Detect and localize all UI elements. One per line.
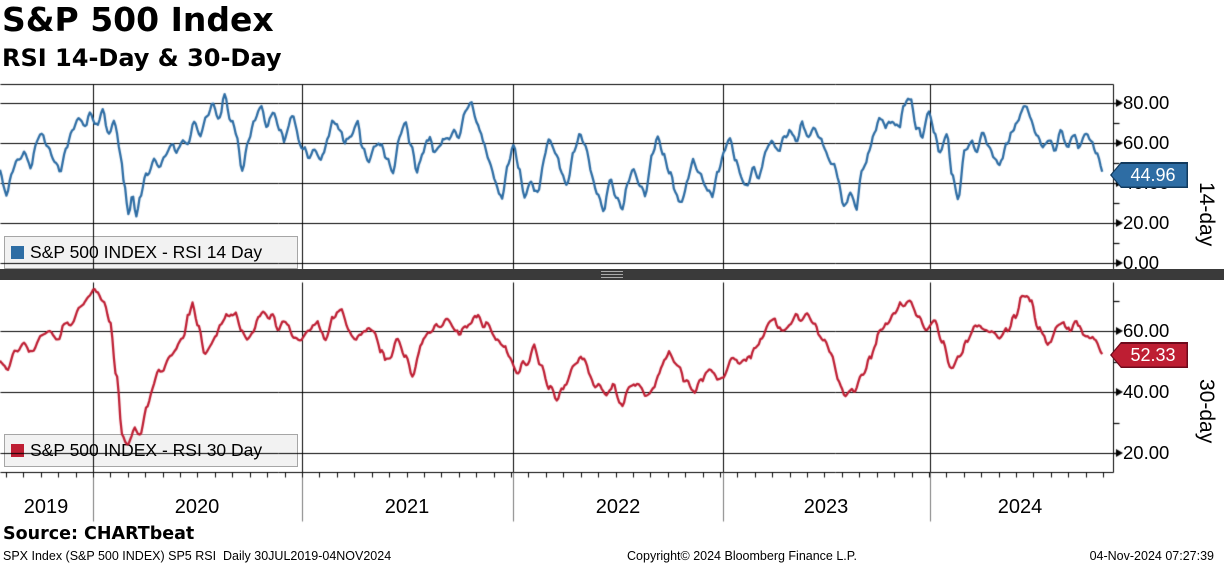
x-tick-year-label: 2023: [803, 496, 849, 518]
separator-grip-icon[interactable]: [601, 271, 623, 278]
panel-separator[interactable]: [0, 269, 1224, 280]
last-value-tag-rsi30: 52.33: [1110, 342, 1188, 368]
x-tick-year-label: 2020: [174, 496, 220, 518]
y-tick-label: 20.00: [1123, 442, 1170, 463]
legend-rsi30[interactable]: S&P 500 INDEX - RSI 30 Day: [4, 434, 298, 467]
y-tick-label: 80.00: [1123, 92, 1170, 113]
y-tick-label: 60.00: [1123, 132, 1170, 153]
source-label: Source: CHARTbeat: [3, 524, 195, 544]
footer-security-info: SPX Index (S&P 500 INDEX) SP5 RSI Daily …: [3, 549, 392, 563]
y-tick-label: 60.00: [1123, 320, 1170, 341]
chart-title: S&P 500 Index: [2, 0, 274, 39]
legend-rsi14[interactable]: S&P 500 INDEX - RSI 14 Day: [4, 236, 298, 269]
footer-copyright: Copyright© 2024 Bloomberg Finance L.P.: [627, 549, 857, 563]
x-tick-year-label: 2019: [23, 496, 69, 518]
legend-swatch-rsi14-icon: [11, 246, 24, 259]
y-tick-label: 0.00: [1123, 252, 1160, 273]
last-value-rsi14: 44.96: [1111, 163, 1187, 187]
chart-subtitle: RSI 14-Day & 30-Day: [2, 44, 282, 72]
legend-label-rsi30: S&P 500 INDEX - RSI 30 Day: [30, 440, 263, 460]
last-value-tag-rsi14: 44.96: [1110, 162, 1188, 188]
last-value-rsi30: 52.33: [1111, 343, 1187, 367]
x-tick-year-label: 2024: [997, 496, 1043, 518]
y-tick-label: 40.00: [1123, 381, 1170, 402]
x-tick-year-label: 2022: [595, 496, 641, 518]
legend-label-rsi14: S&P 500 INDEX - RSI 14 Day: [30, 242, 263, 262]
legend-swatch-rsi30-icon: [11, 444, 24, 457]
y-tick-label: 20.00: [1123, 212, 1170, 233]
footer-timestamp: 04-Nov-2024 07:27:39: [1089, 549, 1214, 563]
x-tick-year-label: 2021: [384, 496, 430, 518]
